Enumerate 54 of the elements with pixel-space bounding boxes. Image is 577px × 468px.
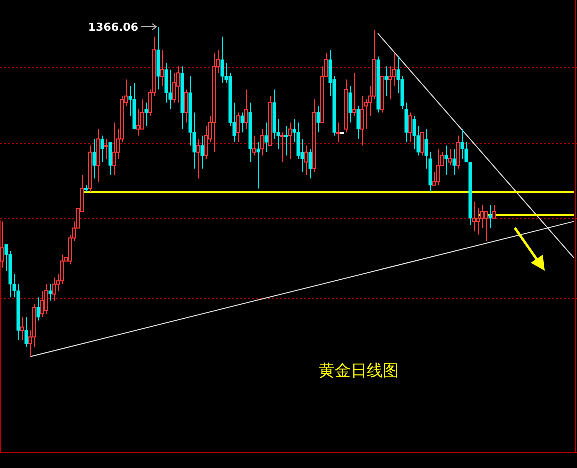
candlestick: [256, 142, 260, 190]
candlestick: [264, 122, 268, 153]
candlestick: [408, 112, 412, 143]
candlestick: [336, 122, 340, 143]
candlestick: [0, 221, 4, 268]
candlestick: [352, 72, 356, 117]
candlestick: [316, 106, 320, 134]
candlestick: [492, 204, 496, 219]
candlestick: [348, 86, 352, 124]
candlestick: [280, 132, 284, 163]
candlestick: [136, 109, 140, 136]
candlestick: [160, 50, 164, 87]
candlestick: [24, 316, 28, 348]
candlestick: [144, 102, 148, 126]
candlestick: [48, 284, 52, 302]
candlestick: [476, 208, 480, 236]
text: 黄金日线图: [319, 361, 399, 380]
candlestick: [92, 138, 96, 180]
candlestick: [252, 135, 256, 156]
candlestick: [356, 106, 360, 140]
candlestick: [456, 135, 460, 170]
candlestick: [108, 142, 112, 176]
candlestick: [220, 36, 224, 84]
candlestick: [260, 128, 264, 156]
annotation: 1366.06: [88, 21, 139, 34]
candlestick: [284, 126, 288, 156]
candlestick: [304, 145, 308, 176]
candlestick: [36, 297, 40, 322]
candlestick: [104, 138, 108, 160]
candlestick: [420, 132, 424, 156]
candlestick: [52, 277, 56, 302]
candlestick: [472, 201, 476, 232]
candlestick: [460, 128, 464, 160]
candlestick: [44, 284, 48, 315]
candlestick: [488, 204, 492, 229]
candlestick: [308, 148, 312, 180]
candlestick: [176, 66, 180, 104]
candlestick: [112, 122, 116, 176]
candlestick: [436, 148, 440, 186]
candlestick: [360, 96, 364, 146]
candlestick: [240, 112, 244, 134]
candlestick: [236, 112, 240, 143]
candlestick: [448, 148, 452, 166]
candlestick: [100, 135, 104, 163]
candlestick: [384, 66, 388, 97]
candlestick: [244, 89, 248, 130]
candlestick: [288, 122, 292, 160]
candlestick: [196, 138, 200, 180]
candlestick: [484, 211, 488, 242]
candlestick: [20, 316, 24, 341]
candlestick: [200, 135, 204, 170]
candlestick: [184, 89, 188, 124]
candlestick: [452, 148, 456, 176]
candlestick: [444, 145, 448, 176]
